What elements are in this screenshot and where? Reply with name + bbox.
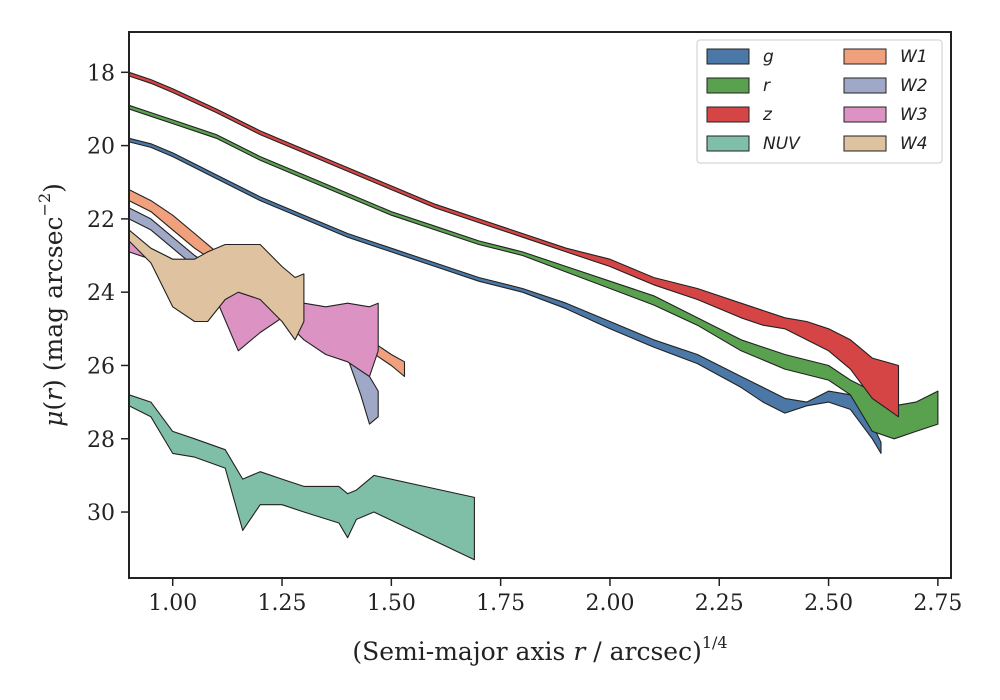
band-nuv (128, 394, 475, 561)
band-g (128, 137, 882, 454)
y-tick-label: 30 (87, 501, 115, 526)
y-tick-label: 24 (87, 281, 115, 306)
y-axis-label: μ(r) (mag arcsec−2) (35, 183, 68, 427)
legend-label-w1: W1 (900, 47, 928, 67)
x-tick-label: 1.25 (258, 591, 307, 616)
bands-layer (128, 71, 939, 561)
legend-frame (696, 39, 943, 164)
band-z (128, 71, 900, 418)
legend-swatch-w2 (843, 77, 887, 94)
x-tick-label: 2.75 (913, 591, 962, 616)
plot-frame (128, 31, 952, 579)
x-tick-label: 1.75 (476, 591, 525, 616)
legend-label-z: z (762, 105, 773, 125)
legend-label-g: g (763, 47, 774, 67)
y-tick-label: 28 (87, 428, 115, 453)
legend-label-w4: W4 (900, 134, 928, 154)
x-tick-label: 2.00 (585, 591, 634, 616)
legend: grz NUV W1 W2 W3 W4 (696, 39, 943, 164)
ticks-layer: 1.00 1.25 1.50 1.75 2.00 2.25 2.50 2.75 18 20 22 24… (87, 61, 962, 616)
y-tick-label: 22 (87, 208, 115, 233)
legend-swatch-nuv (706, 135, 750, 152)
y-tick-label: 20 (87, 135, 115, 160)
legend-swatch-w4 (843, 135, 887, 152)
x-axis-label: (Semi-major axis r / arcsec)1/4 (352, 633, 727, 666)
x-tick-label: 1.00 (148, 591, 197, 616)
legend-label-nuv: NUV (763, 134, 801, 154)
legend-label-r: r (763, 76, 771, 96)
legend-swatch-w3 (843, 106, 887, 123)
legend-swatch-w1 (843, 48, 887, 65)
legend-items: grz NUV W1 W2 W3 W4 (706, 47, 928, 154)
x-tick-label: 2.25 (695, 591, 744, 616)
legend-swatch-z (706, 106, 750, 123)
band-w4 (128, 229, 305, 341)
x-tick-label: 1.50 (367, 591, 416, 616)
legend-swatch-g (706, 48, 750, 65)
legend-label-w3: W3 (900, 105, 928, 125)
legend-label-w2: W2 (900, 76, 928, 96)
legend-swatch-r (706, 77, 750, 94)
y-tick-label: 26 (87, 354, 115, 379)
band-r (128, 104, 939, 440)
y-tick-label: 18 (87, 61, 115, 86)
x-tick-label: 2.50 (804, 591, 853, 616)
